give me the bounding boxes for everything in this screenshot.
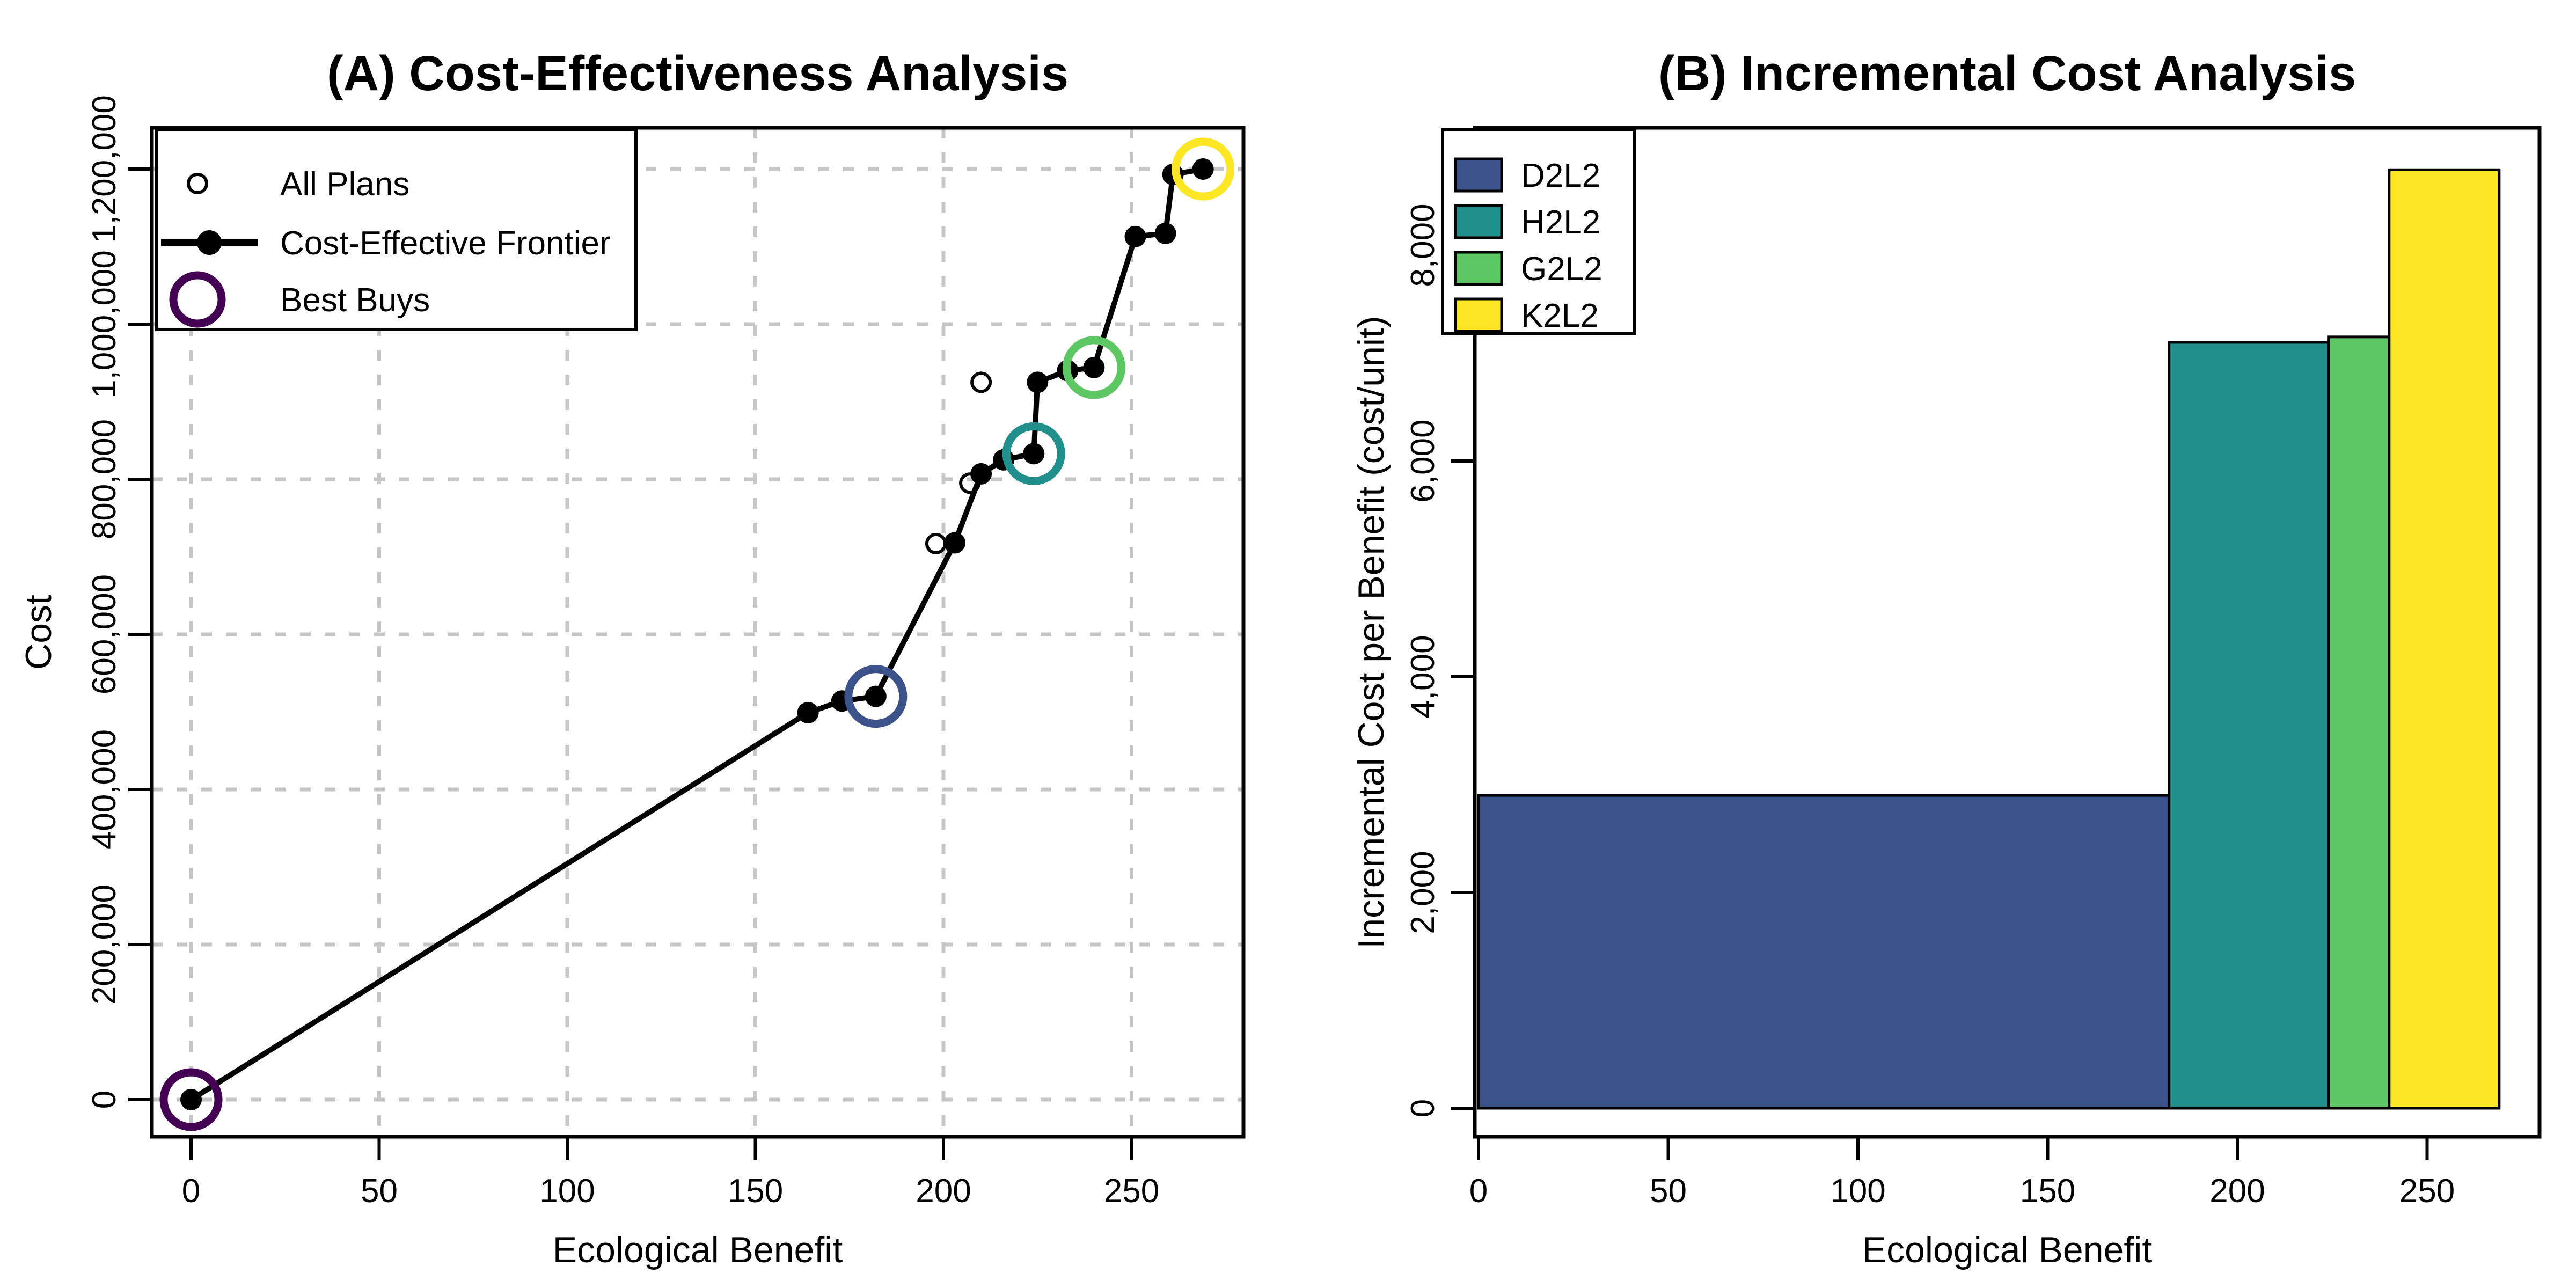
x-tick-label: 50 bbox=[1650, 1173, 1687, 1210]
bar-h2l2 bbox=[2168, 341, 2330, 1110]
y-tick-label: 800,000 bbox=[86, 419, 123, 539]
y-tick-label: 200,000 bbox=[86, 884, 123, 1005]
x-tick-label: 0 bbox=[1469, 1173, 1488, 1210]
panel-b-xlabel: Ecological Benefit bbox=[1862, 1230, 2153, 1270]
panel-a-xlabel: Ecological Benefit bbox=[553, 1230, 843, 1270]
best-buy-ring-k2l2 bbox=[1172, 137, 1235, 201]
y-tick-label: 0 bbox=[86, 1091, 123, 1109]
plot-box bbox=[150, 126, 1246, 1139]
legend-best-buys-ring-icon bbox=[169, 271, 226, 328]
frontier-point bbox=[970, 463, 992, 485]
all-plans-point bbox=[970, 371, 992, 393]
best-buy-ring-h2l2 bbox=[1002, 422, 1065, 485]
x-tick-label: 250 bbox=[2399, 1173, 2455, 1210]
best-buy-ring-g2l2 bbox=[1062, 336, 1125, 399]
frontier-point bbox=[797, 701, 819, 723]
bar-k2l2 bbox=[2388, 168, 2501, 1110]
legend-label: G2L2 bbox=[1521, 251, 1602, 288]
frontier-point bbox=[865, 685, 887, 707]
legend-label: All Plans bbox=[280, 166, 409, 203]
panel-b-title: (B) Incremental Cost Analysis bbox=[1658, 46, 2356, 101]
plot-box bbox=[1473, 126, 2542, 1139]
panel-a: 0 50 100 150 200 250 0 200,000 400,000 600,000 800… bbox=[86, 95, 1246, 1210]
x-tick-label: 50 bbox=[361, 1173, 398, 1210]
frontier-point bbox=[1124, 225, 1146, 247]
frontier-point bbox=[1027, 371, 1049, 393]
y-tick-label: 8,000 bbox=[1404, 203, 1441, 287]
x-tick-label: 100 bbox=[1830, 1173, 1885, 1210]
x-tick-label: 250 bbox=[1104, 1173, 1159, 1210]
panel-b: 0 50 100 150 200 250 0 2,000 4,000 6,000 8,000 D2L2… bbox=[1404, 126, 2542, 1210]
all-plans-point bbox=[925, 532, 947, 554]
legend-swatch-k2l2 bbox=[1454, 297, 1503, 333]
frontier-point bbox=[1023, 443, 1045, 465]
x-tick-label: 0 bbox=[182, 1173, 200, 1210]
all-plans-point bbox=[959, 472, 981, 494]
best-buy-ring-d2l2 bbox=[844, 665, 908, 728]
frontier-point bbox=[1154, 222, 1176, 244]
frontier-point bbox=[180, 1089, 202, 1110]
legend-label: Cost-Effective Frontier bbox=[280, 225, 611, 262]
x-tick-label: 200 bbox=[2209, 1173, 2265, 1210]
x-tick-label: 150 bbox=[728, 1173, 783, 1210]
bar-d2l2 bbox=[1477, 794, 2171, 1110]
frontier-point bbox=[1192, 158, 1214, 180]
x-tick-label: 200 bbox=[916, 1173, 971, 1210]
frontier-point bbox=[1083, 356, 1105, 378]
legend-label: K2L2 bbox=[1521, 297, 1599, 334]
best-buy-ring bbox=[159, 1068, 223, 1131]
panel-a-ylabel: Cost bbox=[18, 595, 59, 670]
y-tick-label: 6,000 bbox=[1404, 419, 1441, 502]
y-tick-label: 1,200,000 bbox=[86, 95, 123, 243]
legend-frontier-dot-icon bbox=[197, 230, 222, 255]
legend-label: D2L2 bbox=[1521, 157, 1600, 194]
y-tick-label: 400,000 bbox=[86, 729, 123, 850]
panel-a-title: (A) Cost-Effectiveness Analysis bbox=[327, 46, 1069, 101]
legend-box bbox=[155, 128, 638, 331]
x-tick-label: 100 bbox=[539, 1173, 595, 1210]
legend-open-circle-icon bbox=[187, 173, 208, 194]
y-tick-label: 2,000 bbox=[1404, 851, 1441, 934]
legend-label: Best Buys bbox=[280, 282, 430, 319]
bar-g2l2 bbox=[2327, 335, 2391, 1110]
y-tick-label: 4,000 bbox=[1404, 635, 1441, 718]
legend-swatch-d2l2 bbox=[1454, 157, 1503, 193]
y-tick-label: 600,000 bbox=[86, 574, 123, 694]
legend-label: H2L2 bbox=[1521, 204, 1600, 241]
x-tick-label: 150 bbox=[2020, 1173, 2075, 1210]
y-tick-label: 1,000,000 bbox=[86, 250, 123, 398]
legend-swatch-h2l2 bbox=[1454, 204, 1503, 239]
y-tick-label: 0 bbox=[1404, 1099, 1441, 1117]
panel-b-ylabel: Incremental Cost per Benefit (cost/unit) bbox=[1351, 316, 1392, 948]
frontier-point bbox=[944, 532, 966, 554]
legend-swatch-g2l2 bbox=[1454, 251, 1503, 286]
